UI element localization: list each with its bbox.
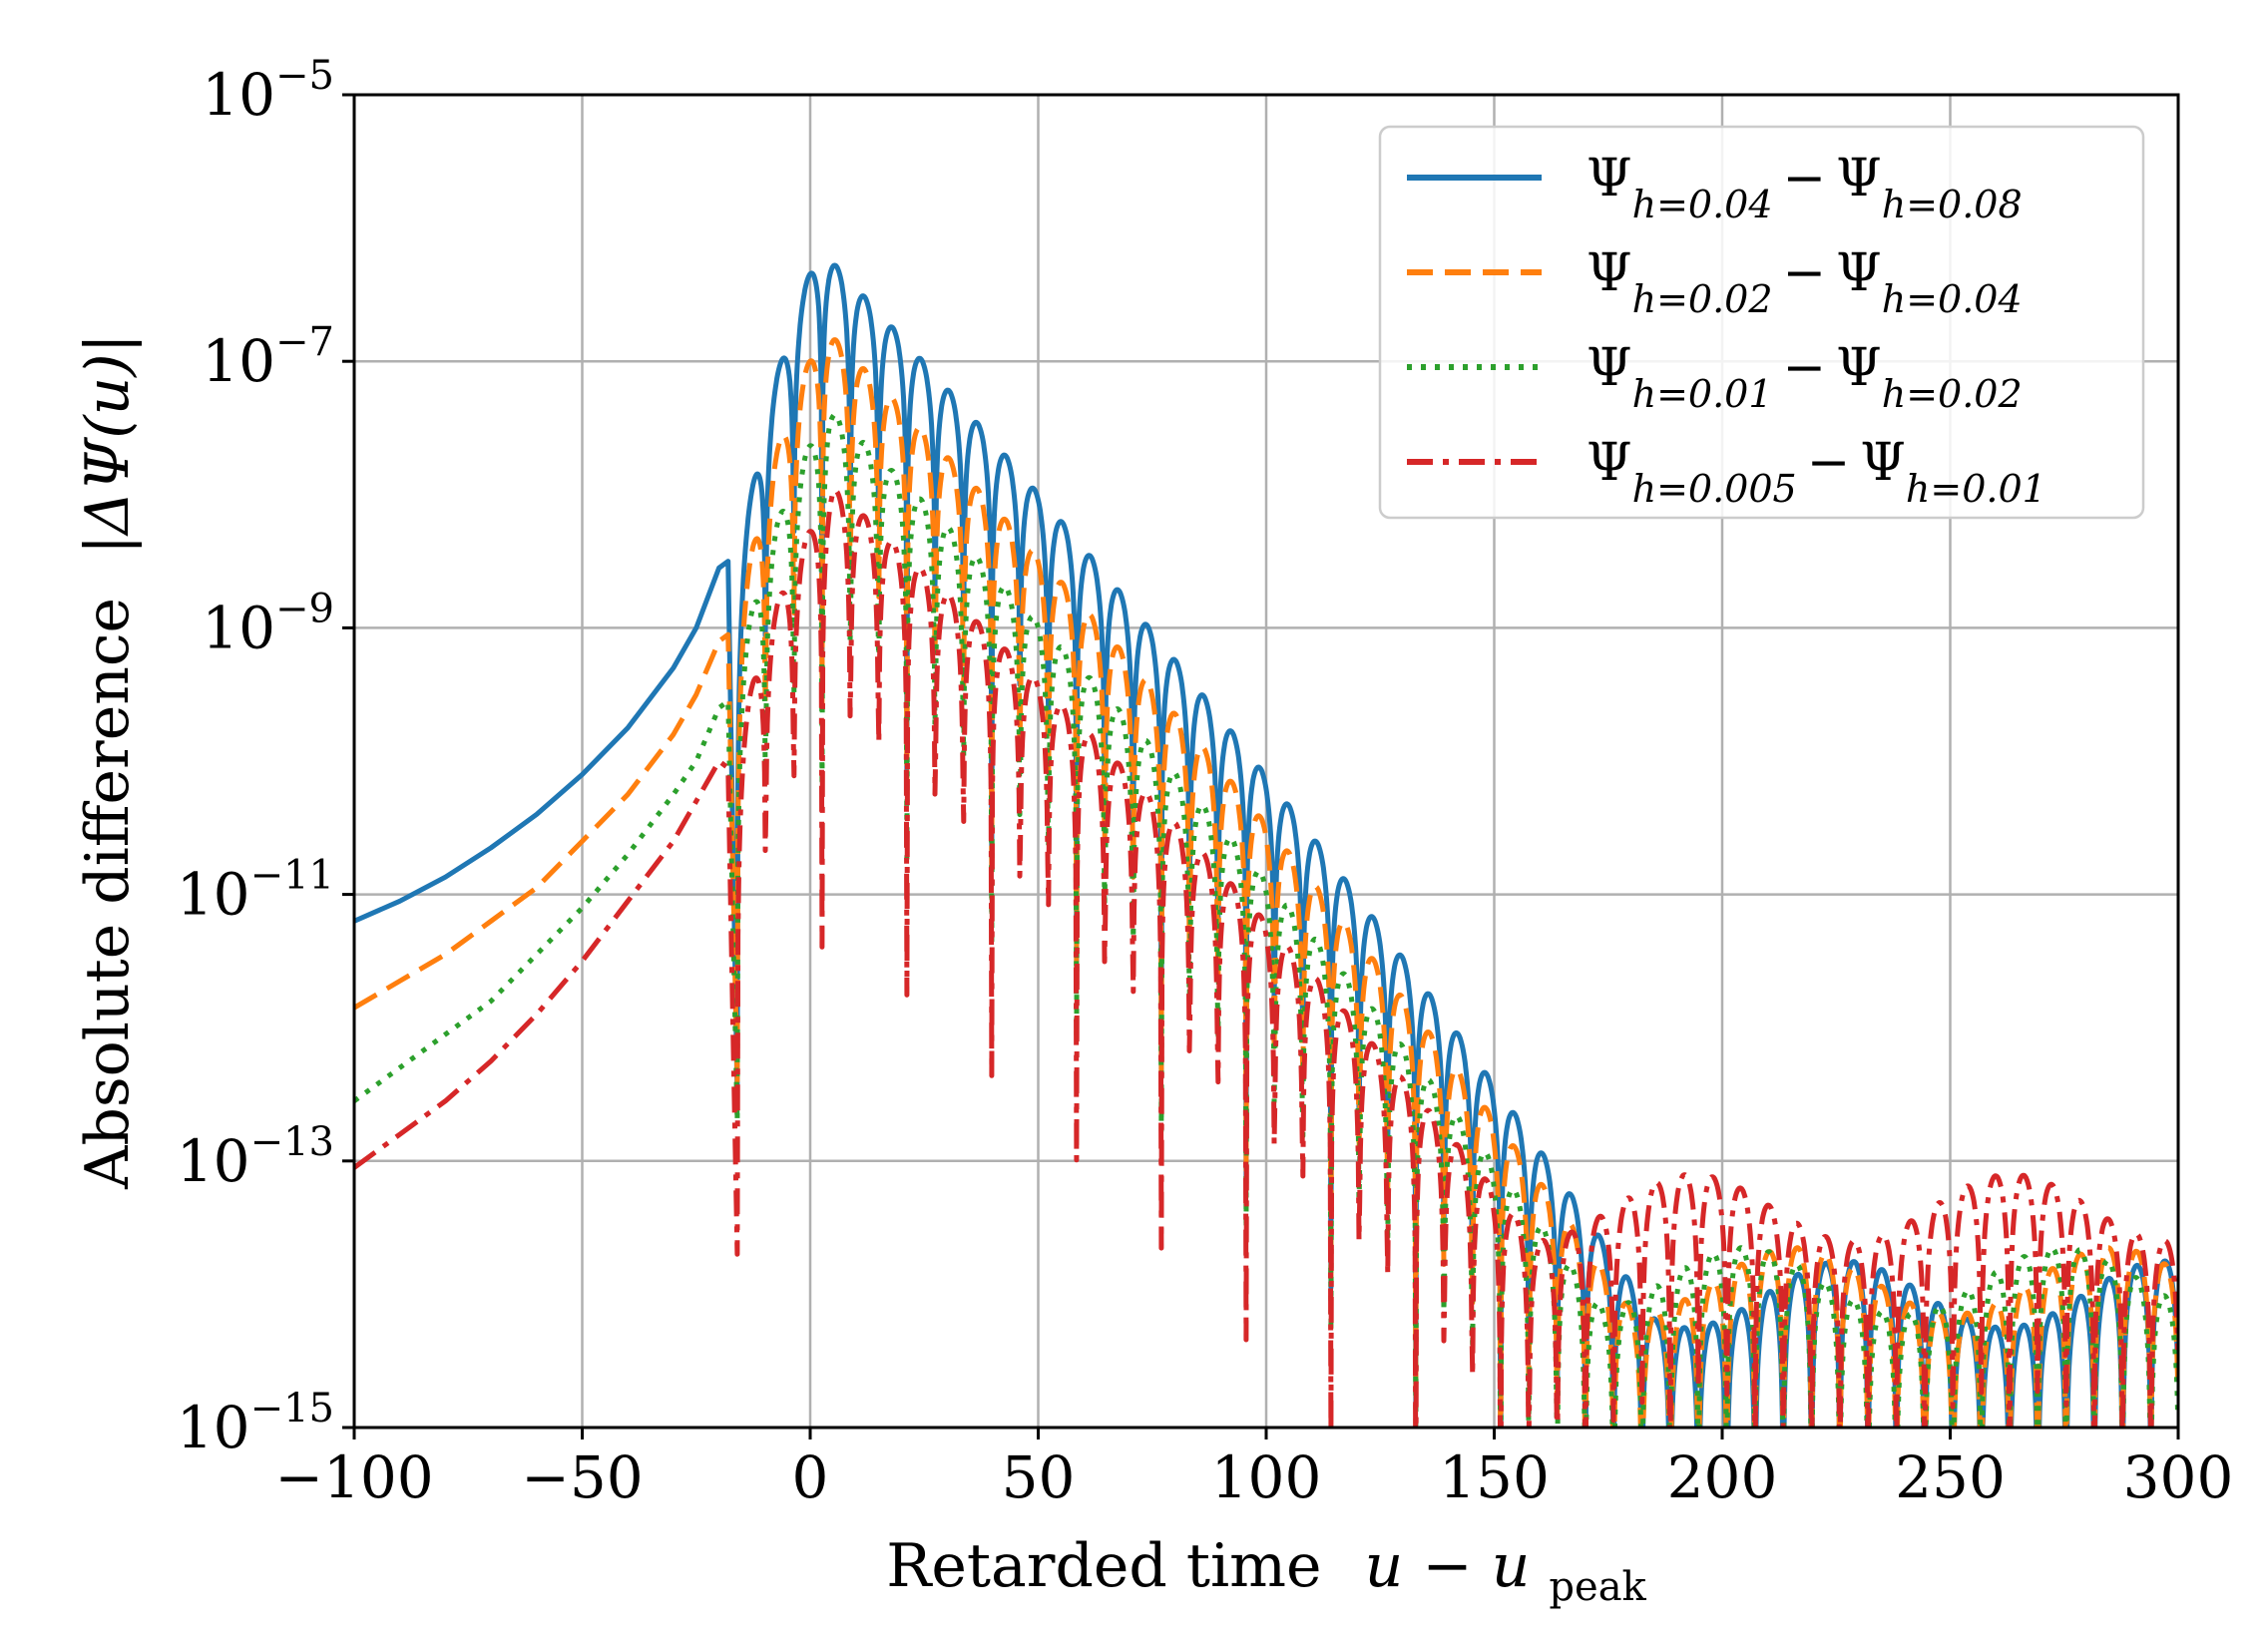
legend-label-4: Ψh=0.005− Ψh=0.01 [1587,433,2046,511]
legend-sub-b: h=0.08 [1882,183,2023,226]
x-tick-label: 150 [1439,1443,1550,1511]
y-tick-base: 10 [177,1127,250,1195]
x-tick-label: 300 [2123,1443,2234,1511]
legend-sub-a: h=0.04 [1632,183,1773,226]
legend-label-1: Ψh=0.04− Ψh=0.08 [1587,149,2023,226]
legend-box [1378,125,2145,520]
legend-label-b: Ψ [1836,243,1882,303]
legend-label-2: Ψh=0.02− Ψh=0.04 [1587,243,2023,321]
y-tick-label: 10−11 [177,853,334,929]
x-tick-label: −100 [274,1443,433,1511]
y-tick-exponent: −5 [275,53,334,99]
legend-sub-a: h=0.01 [1632,372,1773,416]
legend-label-3: Ψh=0.01− Ψh=0.02 [1587,338,2023,416]
y-tick-base: 10 [177,1394,250,1461]
y-axis-label: Absolute difference |ΔΨ(u)| [73,333,143,1190]
legend-label-b: Ψ [1860,433,1906,493]
y-axis-label-text: Absolute difference [73,598,143,1190]
y-tick-label: 10−5 [202,53,334,129]
legend-label-a: Ψ [1587,433,1632,493]
legend-minus: − [1783,338,1827,398]
y-tick-exponent: −7 [275,319,334,365]
y-tick-exponent: −9 [275,586,334,631]
x-axis-label-text: Retarded time [886,1531,1321,1601]
legend-label-a: Ψ [1587,243,1632,303]
legend-label-b: Ψ [1836,149,1882,208]
series-line-3 [354,412,2178,1428]
legend-label-b: Ψ [1836,338,1882,398]
series-line-2 [354,337,2178,1428]
y-tick-base: 10 [177,861,250,929]
series-lines [354,262,2178,1428]
y-tick-base: 10 [202,327,275,395]
legend-label-a: Ψ [1587,149,1632,208]
x-tick-label: 50 [1002,1443,1076,1511]
x-axis-label-math: u − u [1365,1531,1531,1601]
x-tick-label: 250 [1895,1443,2006,1511]
y-axis-label-math: |ΔΨ(u)| [73,333,143,555]
y-tick-label: 10−9 [202,586,334,661]
y-tick-base: 10 [202,594,275,661]
legend-minus: − [1783,243,1827,303]
legend-sub-a: h=0.005 [1632,467,1797,511]
y-tick-label: 10−15 [177,1386,334,1461]
y-tick-label: 10−7 [202,319,334,395]
legend-minus: − [1807,433,1851,493]
legend-sub-a: h=0.02 [1632,277,1773,321]
y-tick-exponent: −11 [250,853,334,899]
x-tick-label: 200 [1667,1443,1778,1511]
legend-minus: − [1783,149,1827,208]
series-line-1 [354,262,2178,1428]
y-tick-exponent: −15 [250,1386,334,1432]
x-axis-ticks: −100 −50 0 50 100 150 200 250 300 [274,1428,2233,1511]
y-tick-exponent: −13 [250,1119,334,1165]
x-tick-label: −50 [521,1443,643,1511]
legend-sub-b: h=0.01 [1906,467,2046,511]
y-tick-base: 10 [202,61,275,129]
x-axis-label-math-sub: peak [1549,1564,1646,1610]
x-tick-label: 100 [1211,1443,1322,1511]
y-tick-label: 10−13 [177,1119,334,1195]
x-axis-label: Retarded time u − u peak [886,1531,1646,1610]
legend-label-a: Ψ [1587,338,1632,398]
legend-sub-b: h=0.02 [1882,372,2023,416]
x-tick-label: 0 [792,1443,829,1511]
legend-sub-b: h=0.04 [1882,277,2023,321]
